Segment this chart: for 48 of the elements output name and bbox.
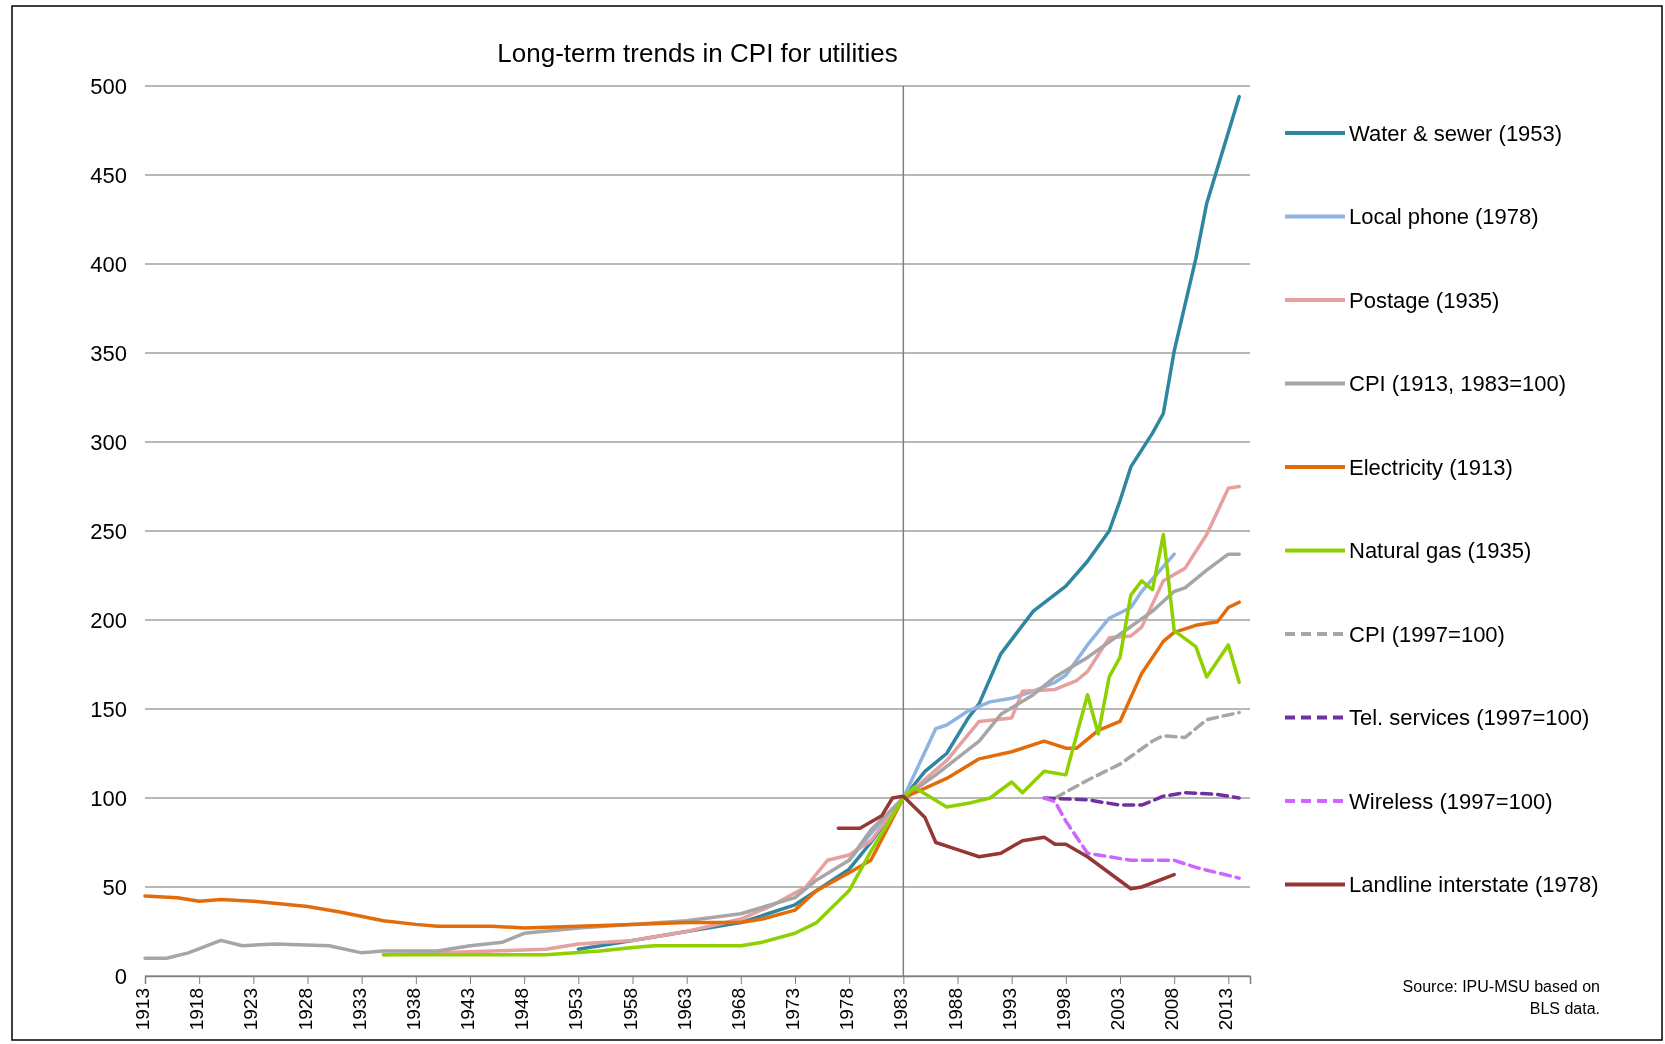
x-tick-label: 1973 <box>782 988 804 1031</box>
x-tick-label: 1983 <box>890 988 912 1031</box>
legend-label: Natural gas (1935) <box>1349 538 1532 564</box>
x-tick-label: 1998 <box>1052 988 1074 1031</box>
legend-label: Wireless (1997=100) <box>1349 788 1553 814</box>
legend-label: Landline interstate (1978) <box>1349 872 1599 898</box>
y-tick-label: 200 <box>90 607 127 633</box>
x-tick-label: 1938 <box>402 988 424 1031</box>
x-tick-label: 1993 <box>998 988 1020 1031</box>
line-series <box>1042 796 1241 880</box>
source-note: Source: IPU-MSU based on BLS data. <box>1402 978 1600 1017</box>
legend-label: Tel. services (1997=100) <box>1349 705 1590 731</box>
y-tick-label: 0 <box>114 963 127 989</box>
y-tick-label: 50 <box>102 874 127 900</box>
x-tick-label: 2013 <box>1215 988 1237 1031</box>
x-tick-label: 1968 <box>727 988 749 1031</box>
x-tick-label: 1958 <box>619 988 641 1031</box>
line-series <box>143 600 1241 930</box>
x-tick-label: 1948 <box>511 988 533 1031</box>
y-tick-label: 250 <box>90 518 127 544</box>
y-tick-label: 350 <box>90 340 127 366</box>
line-series <box>1042 790 1241 807</box>
legend-label: Local phone (1978) <box>1349 204 1539 230</box>
line-series <box>836 794 1176 891</box>
x-tick-label: 1978 <box>836 988 858 1031</box>
legend-label: Electricity (1913) <box>1349 454 1513 480</box>
x-tick-label: 2003 <box>1107 988 1129 1031</box>
x-tick-label: 1923 <box>240 988 262 1031</box>
x-tick-label: 1953 <box>565 988 587 1031</box>
y-tick-label: 450 <box>90 162 127 188</box>
y-tick-label: 100 <box>90 785 127 811</box>
x-tick-label: 1928 <box>294 988 316 1031</box>
legend-label: Postage (1935) <box>1349 287 1500 313</box>
x-tick-label: 1933 <box>348 988 370 1031</box>
legend-label: Water & sewer (1953) <box>1349 120 1563 146</box>
legend-label: CPI (1913, 1983=100) <box>1349 371 1567 397</box>
x-tick-label: 1963 <box>673 988 695 1031</box>
y-tick-label: 500 <box>90 73 127 99</box>
legend-label: CPI (1997=100) <box>1349 621 1505 647</box>
y-tick-label: 150 <box>90 696 127 722</box>
x-tick-label: 1913 <box>132 988 154 1031</box>
x-tick-label: 2008 <box>1161 988 1183 1031</box>
x-tick-label: 1943 <box>457 988 479 1031</box>
x-tick-label: 1918 <box>186 988 208 1031</box>
x-tick-label: 1988 <box>944 988 966 1031</box>
y-tick-label: 300 <box>90 429 127 455</box>
chart-title: Long-term trends in CPI for utilities <box>497 38 898 68</box>
y-tick-label: 400 <box>90 251 127 277</box>
